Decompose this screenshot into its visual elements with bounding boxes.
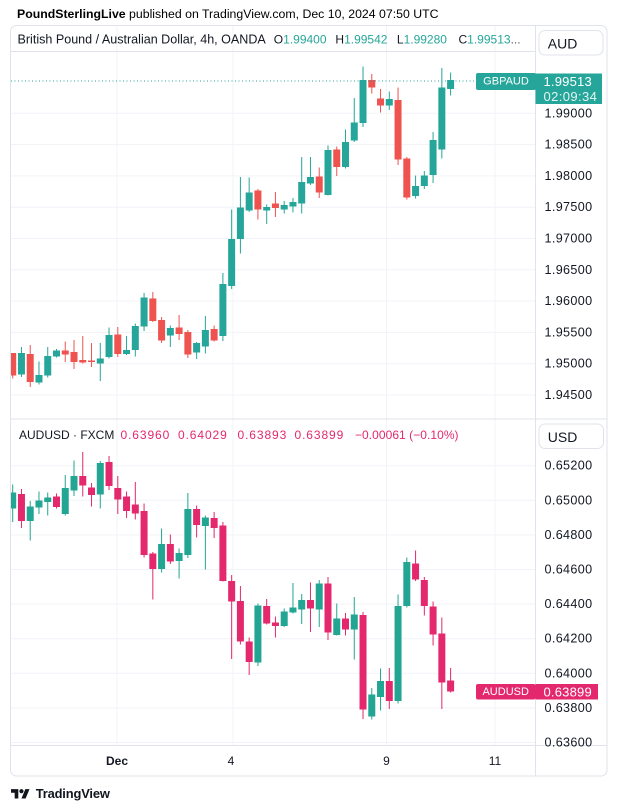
svg-text:0.64600: 0.64600 <box>545 563 593 577</box>
svg-text:4: 4 <box>228 754 235 768</box>
svg-text:−0.00061 (−0.10%): −0.00061 (−0.10%) <box>355 428 459 442</box>
svg-text:1.96500: 1.96500 <box>545 263 593 277</box>
svg-text:1.96000: 1.96000 <box>545 294 593 308</box>
svg-text:British Pound / Australian Dol: British Pound / Australian Dollar, 4h, O… <box>18 33 267 47</box>
svg-text:02:09:34: 02:09:34 <box>544 89 598 104</box>
svg-text:0.63893: 0.63893 <box>238 428 288 442</box>
svg-text:0.63800: 0.63800 <box>545 701 593 715</box>
svg-text:1.95000: 1.95000 <box>545 357 593 371</box>
svg-text:L1.99280: L1.99280 <box>397 33 447 47</box>
svg-text:0.64800: 0.64800 <box>545 528 593 542</box>
svg-text:1.97000: 1.97000 <box>545 232 593 246</box>
svg-text:H1.99542: H1.99542 <box>335 33 387 47</box>
svg-text:USD: USD <box>548 429 578 445</box>
svg-text:0.64400: 0.64400 <box>545 597 593 611</box>
svg-text:0.65200: 0.65200 <box>545 459 593 473</box>
svg-text:0.63899: 0.63899 <box>295 428 345 442</box>
svg-text:0.63960: 0.63960 <box>121 428 171 442</box>
svg-text:AUD: AUD <box>548 35 578 51</box>
svg-text:1.97500: 1.97500 <box>545 200 593 214</box>
svg-text:0.64029: 0.64029 <box>178 428 228 442</box>
svg-text:0.63899: 0.63899 <box>544 684 592 699</box>
svg-text:GBPAUD: GBPAUD <box>483 76 529 88</box>
svg-text:O1.99400: O1.99400 <box>274 33 327 47</box>
svg-text:1.99513: 1.99513 <box>544 74 592 89</box>
svg-text:0.65000: 0.65000 <box>545 493 593 507</box>
svg-text:1.95500: 1.95500 <box>545 325 593 339</box>
svg-text:AUDUSD · FXCM: AUDUSD · FXCM <box>19 428 114 442</box>
svg-text:11: 11 <box>489 754 502 768</box>
svg-text:Dec: Dec <box>106 754 128 768</box>
svg-text:1.94500: 1.94500 <box>545 388 593 402</box>
svg-text:1.99000: 1.99000 <box>545 106 593 120</box>
svg-text:1.98500: 1.98500 <box>545 138 593 152</box>
svg-text:0.64200: 0.64200 <box>545 632 593 646</box>
svg-text:C1.99513...: C1.99513... <box>459 33 521 47</box>
svg-text:AUDUSD: AUDUSD <box>482 686 529 698</box>
svg-text:0.63600: 0.63600 <box>545 736 593 750</box>
svg-text:9: 9 <box>383 754 390 768</box>
svg-text:1.98000: 1.98000 <box>545 169 593 183</box>
svg-text:0.64000: 0.64000 <box>545 666 593 680</box>
